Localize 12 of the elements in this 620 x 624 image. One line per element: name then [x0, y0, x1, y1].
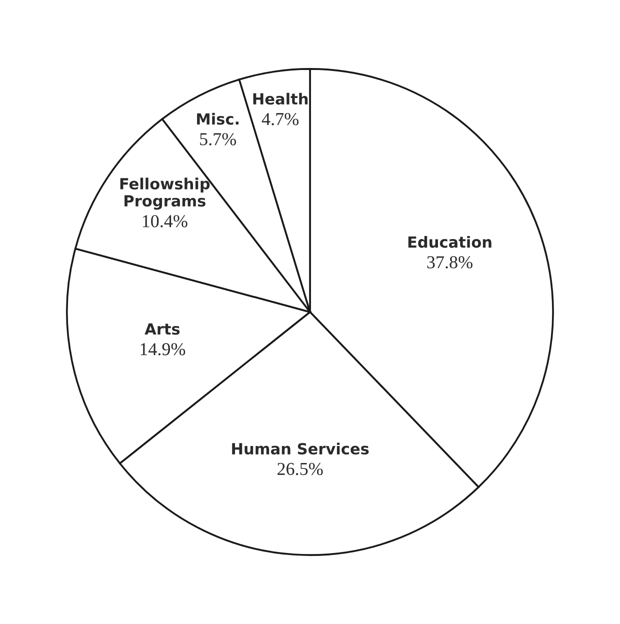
slice-label: Education [408, 236, 492, 248]
data-label: 5.7% [200, 133, 236, 146]
slice-label: Health [253, 92, 308, 105]
slice-label: Misc. [197, 112, 238, 125]
data-label: 26.5% [278, 462, 323, 476]
data-label: 10.4% [142, 215, 188, 228]
slice-label: Human Services [232, 442, 369, 455]
data-label: 14.9% [140, 343, 186, 356]
data-label: 4.7% [262, 112, 299, 126]
slice-label: Fellowship Programs [120, 178, 210, 210]
slice-label: Arts [144, 323, 180, 335]
data-label: 37.8% [427, 256, 472, 268]
